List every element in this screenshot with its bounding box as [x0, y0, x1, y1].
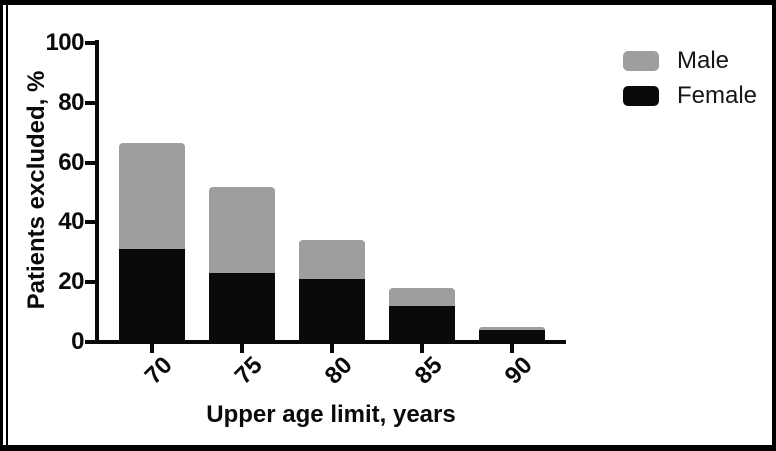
y-axis-title: Patients excluded, %	[23, 70, 50, 310]
bar-85-female-segment	[389, 306, 455, 342]
legend-swatch-female	[623, 86, 659, 106]
legend-item-male: Male	[623, 47, 757, 74]
x-tick-mark	[510, 344, 514, 353]
bar-80-male-segment	[299, 240, 365, 280]
bar-90-male-segment	[479, 327, 545, 331]
x-tick-mark	[420, 344, 424, 353]
bar-70-male-segment	[119, 143, 185, 250]
y-tick-label: 80	[58, 88, 84, 116]
y-tick-mark	[85, 100, 97, 105]
frame-border-top	[0, 0, 776, 5]
y-tick-mark	[85, 280, 97, 285]
bar-70-female-segment	[119, 249, 185, 342]
y-tick-label: 0	[71, 328, 84, 355]
legend-label: Male	[677, 47, 730, 74]
legend-label: Female	[677, 82, 758, 109]
frame-border-left	[0, 0, 3, 451]
bar-90-female-segment	[479, 330, 545, 342]
y-tick-mark	[85, 340, 97, 344]
bar-75-male-segment	[209, 186, 275, 274]
legend: Male Female	[623, 47, 758, 120]
y-tick-label: 60	[58, 148, 84, 176]
bar-75-female-segment	[209, 273, 275, 342]
y-tick-label: 20	[58, 268, 84, 296]
legend-swatch-male	[623, 51, 659, 71]
legend-item-female: Female	[623, 82, 758, 109]
y-tick-mark	[85, 220, 97, 225]
frame-border-right	[772, 0, 776, 451]
x-tick-mark	[330, 344, 334, 353]
bar-80-female-segment	[299, 279, 365, 342]
bar-85-male-segment	[389, 288, 455, 307]
y-tick-mark	[85, 160, 97, 165]
y-tick-label: 40	[58, 208, 84, 236]
frame-border-left-inner	[6, 0, 8, 451]
frame-border-bottom	[0, 445, 776, 451]
x-axis-line	[89, 340, 566, 344]
y-tick-mark	[85, 41, 97, 45]
x-tick-mark	[150, 344, 154, 353]
x-axis-title: Upper age limit, years	[206, 401, 456, 428]
y-tick-label: 100	[45, 29, 84, 56]
y-axis-line	[95, 40, 99, 344]
x-tick-mark	[240, 344, 244, 353]
